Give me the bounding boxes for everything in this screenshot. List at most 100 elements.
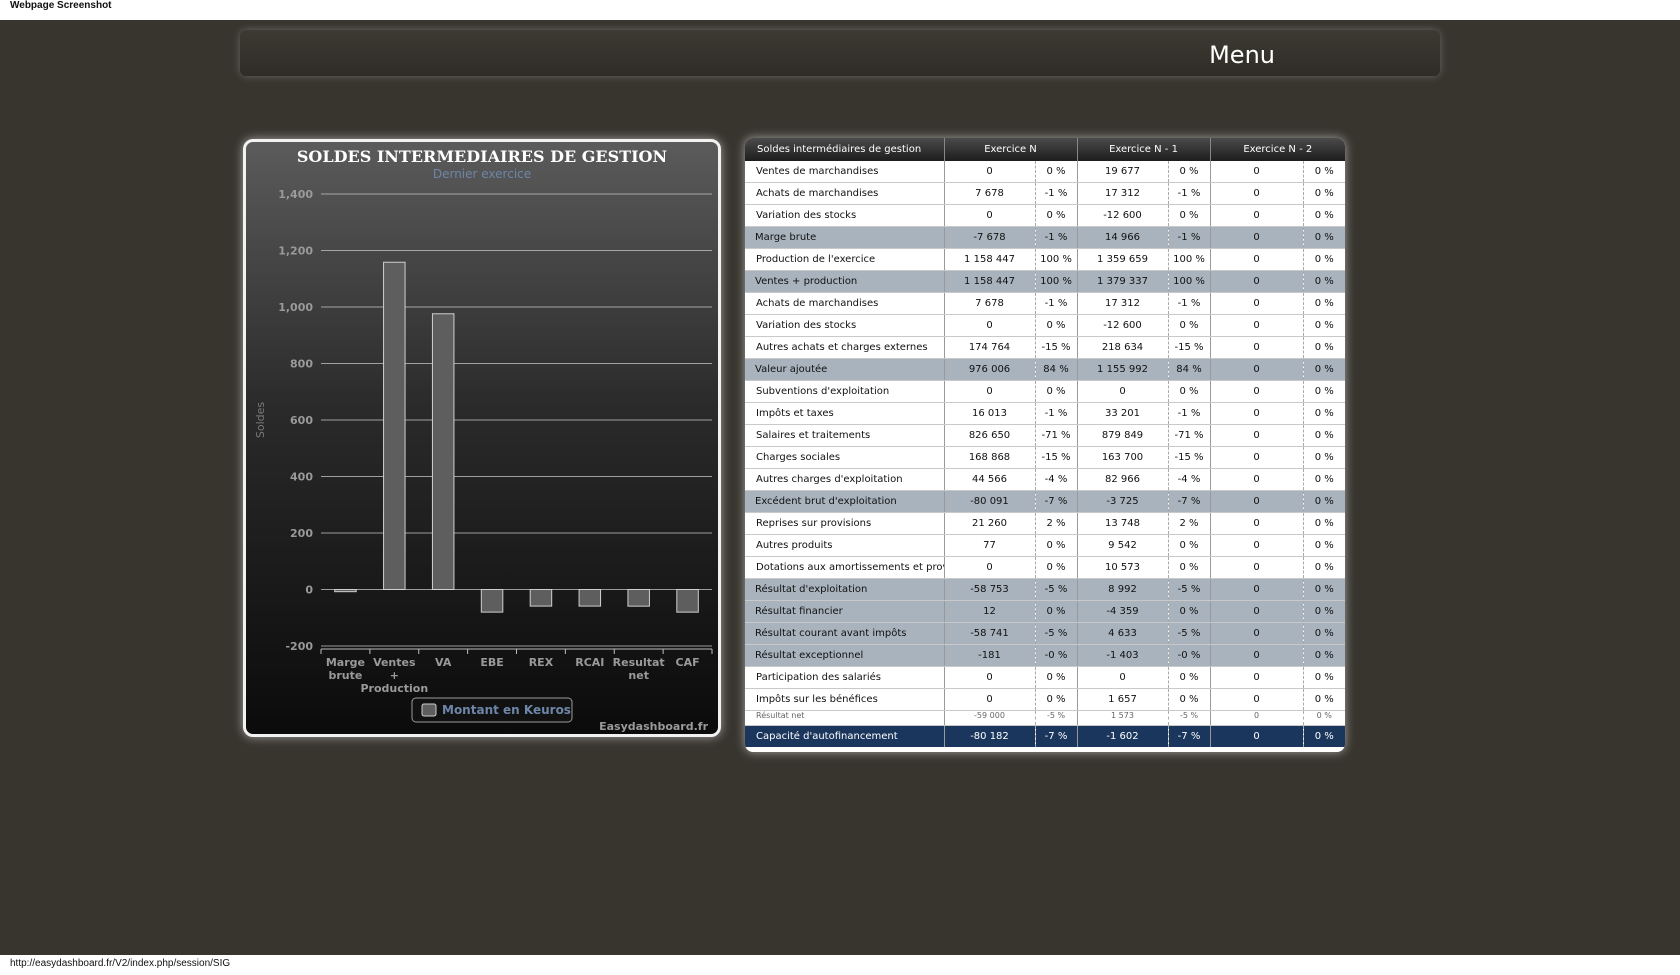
cell-label: Reprises sur provisions xyxy=(745,512,945,535)
cell-n1: 19 677 xyxy=(1077,161,1169,183)
cell-n1: 1 359 659 xyxy=(1077,248,1169,271)
cell-n: 44 566 xyxy=(944,468,1036,491)
cell-n1: 8 992 xyxy=(1077,578,1169,601)
table-row: Résultat financier 12 0 % -4 359 0 % 0 0 % xyxy=(745,600,1345,623)
table-row: Ventes de marchandises 0 0 % 19 677 0 % 0 0 % xyxy=(745,161,1345,183)
y-tick-label: 1,200 xyxy=(278,245,313,258)
cell-n1: -1 403 xyxy=(1077,644,1169,667)
y-axis-label: Soldes xyxy=(254,402,267,439)
cell-n1: 1 573 xyxy=(1077,710,1169,726)
cell-n1: 879 849 xyxy=(1077,424,1169,447)
cell-n2: 0 xyxy=(1210,710,1304,726)
cell-n2-pct: 0 % xyxy=(1303,270,1345,293)
cell-n2: 0 xyxy=(1210,314,1304,337)
cell-n2-pct: 0 % xyxy=(1303,468,1345,491)
cell-n2: 0 xyxy=(1210,248,1304,271)
x-tick-label: Marge xyxy=(326,656,365,669)
cell-n1-pct: -5 % xyxy=(1168,578,1211,601)
cell-n2-pct: 0 % xyxy=(1303,666,1345,689)
x-tick-label: Production xyxy=(360,682,428,695)
cell-n: 21 260 xyxy=(944,512,1036,535)
cell-n1: 1 155 992 xyxy=(1077,358,1169,381)
cell-n2: 0 xyxy=(1210,468,1304,491)
cell-n1-pct: 84 % xyxy=(1168,358,1211,381)
cell-n1: 0 xyxy=(1077,380,1169,403)
table-row: Production de l'exercice 1 158 447 100 % 1 … xyxy=(745,248,1345,271)
cell-n1-pct: -1 % xyxy=(1168,226,1211,249)
cell-n-pct: 0 % xyxy=(1035,556,1078,579)
cell-n: 826 650 xyxy=(944,424,1036,447)
table-row: Ventes + production 1 158 447 100 % 1 379 3… xyxy=(745,270,1345,293)
cell-label: Ventes + production xyxy=(745,270,945,293)
cell-n: 0 xyxy=(944,688,1036,711)
bar-marge-brute xyxy=(334,589,357,593)
cell-n: 1 158 447 xyxy=(944,270,1036,293)
table-row: Résultat d'exploitation -58 753 -5 % 8 992-… xyxy=(745,578,1345,601)
cell-n1: 14 966 xyxy=(1077,226,1169,249)
cell-label: Impôts sur les bénéfices xyxy=(745,688,945,711)
cell-n2-pct: 0 % xyxy=(1303,490,1345,513)
cell-n: -58 741 xyxy=(944,622,1036,645)
cell-n2-pct: 0 % xyxy=(1303,182,1345,205)
cell-n: 77 xyxy=(944,534,1036,557)
table-row: Achats de marchandises 7 678 -1 % 17 312 -1 … xyxy=(745,182,1345,205)
x-tick-label: RCAI xyxy=(575,656,604,669)
cell-n: -7 678 xyxy=(944,226,1036,249)
cell-n-pct: 0 % xyxy=(1035,688,1078,711)
menu-bar: Menu xyxy=(240,30,1440,76)
y-tick-label: -200 xyxy=(285,640,313,653)
cell-n1: 82 966 xyxy=(1077,468,1169,491)
sig-bar-chart: SOLDES INTERMEDIAIRES DE GESTIONDernier … xyxy=(254,147,713,733)
legend-box xyxy=(411,697,573,723)
x-tick-label: EBE xyxy=(480,656,503,669)
x-tick-label: brute xyxy=(329,669,363,682)
cell-n2: 0 xyxy=(1210,490,1304,513)
header-exercice-n: Exercice N xyxy=(944,138,1078,161)
y-tick-label: 1,400 xyxy=(278,188,313,201)
cell-n1-pct: -4 % xyxy=(1168,468,1211,491)
cell-n1-pct: -1 % xyxy=(1168,402,1211,425)
bar-rcai xyxy=(578,589,602,607)
table-row: Résultat exceptionnel -181 -0 % -1 403 -0 % 0… xyxy=(745,644,1345,667)
cell-n-pct: 0 % xyxy=(1035,204,1078,227)
bar-va xyxy=(431,313,455,590)
cell-n1-pct: 2 % xyxy=(1168,512,1211,535)
y-tick-label: 200 xyxy=(290,527,313,540)
cell-n1-pct: 100 % xyxy=(1168,248,1211,271)
cell-n1: 33 201 xyxy=(1077,402,1169,425)
chart-credit: Easydashboard.fr xyxy=(599,720,708,733)
cell-n-pct: -7 % xyxy=(1035,490,1078,513)
header-exercice-n-2: Exercice N - 2 xyxy=(1210,138,1345,161)
cell-n: 0 xyxy=(944,204,1036,227)
cell-label: Excédent brut d'exploitation xyxy=(745,490,945,513)
cell-n-pct: -15 % xyxy=(1035,336,1078,359)
sig-chart-panel: SOLDES INTERMEDIAIRES DE GESTION Dernier … xyxy=(243,139,721,737)
cell-n-pct: -7 % xyxy=(1035,725,1078,747)
cell-n: 0 xyxy=(944,556,1036,579)
menu-button[interactable]: Menu xyxy=(1209,41,1275,69)
cell-n1-pct: 0 % xyxy=(1168,534,1211,557)
cell-n: 174 764 xyxy=(944,336,1036,359)
cell-n1-pct: -1 % xyxy=(1168,182,1211,205)
cell-n2: 0 xyxy=(1210,182,1304,205)
bar-resultat-net xyxy=(627,589,650,607)
cell-n2-pct: 0 % xyxy=(1303,314,1345,337)
cell-n1: 17 312 xyxy=(1077,292,1169,315)
cell-n1-pct: 0 % xyxy=(1168,204,1211,227)
cell-n1-pct: 0 % xyxy=(1168,556,1211,579)
cell-label: Salaires et traitements xyxy=(745,424,945,447)
cell-n2-pct: 0 % xyxy=(1303,644,1345,667)
cell-label: Marge brute xyxy=(745,226,945,249)
cell-n1: 163 700 xyxy=(1077,446,1169,469)
cell-n: -80 091 xyxy=(944,490,1036,513)
x-tick-label: CAF xyxy=(676,656,700,669)
cell-n-pct: -1 % xyxy=(1035,292,1078,315)
table-row: Impôts et taxes 16 013 -1 % 33 201 -1 % 0 0 % xyxy=(745,402,1345,425)
cell-n1: 17 312 xyxy=(1077,182,1169,205)
cell-n1: -12 600 xyxy=(1077,314,1169,337)
cell-n2: 0 xyxy=(1210,688,1304,711)
cell-n2: 0 xyxy=(1210,600,1304,623)
cell-n-pct: 0 % xyxy=(1035,666,1078,689)
cell-n2: 0 xyxy=(1210,725,1304,747)
sig-table-panel: Soldes intermédiaires de gestion Exercic… xyxy=(745,138,1345,752)
